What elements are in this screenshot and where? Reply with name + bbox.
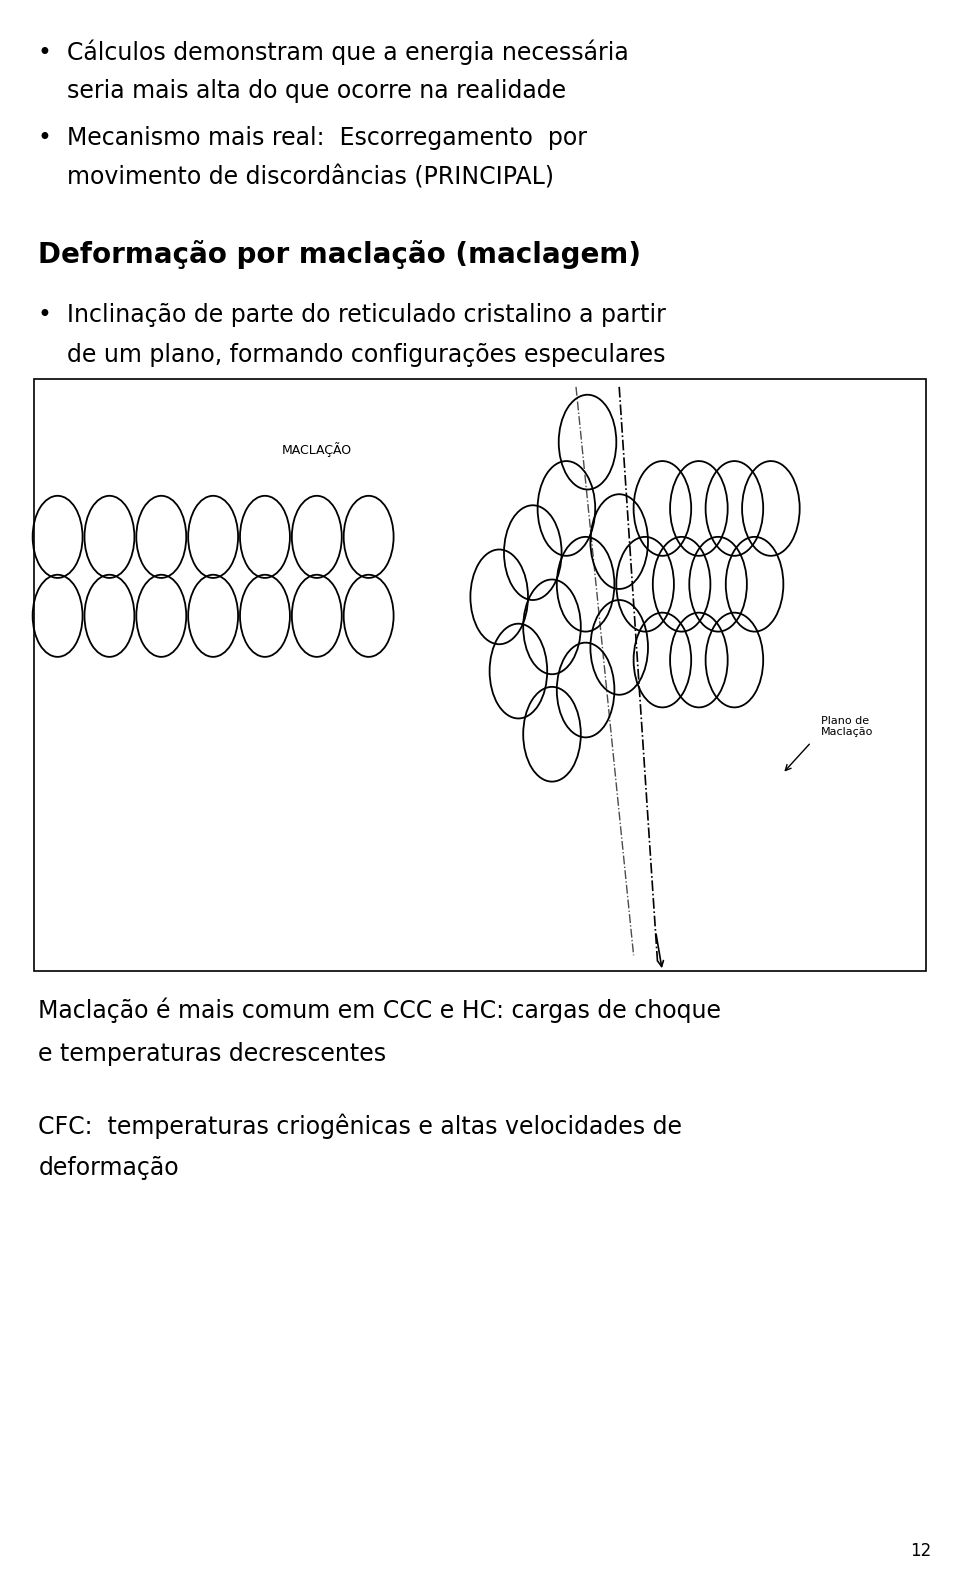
- Text: MACLAÇÃO: MACLAÇÃO: [281, 442, 352, 458]
- Text: •  Mecanismo mais real:  Escorregamento  por: • Mecanismo mais real: Escorregamento po…: [38, 126, 588, 150]
- Text: 12: 12: [910, 1543, 931, 1560]
- Bar: [34, 379, 926, 971]
- Text: Deformação por maclação (maclagem): Deformação por maclação (maclagem): [38, 240, 641, 268]
- Text: Plano de
Maclação: Plano de Maclação: [821, 715, 874, 737]
- Text: •  Inclinação de parte do reticulado cristalino a partir: • Inclinação de parte do reticulado cris…: [38, 303, 666, 327]
- Text: seria mais alta do que ocorre na realidade: seria mais alta do que ocorre na realida…: [67, 79, 566, 103]
- Text: e temperaturas decrescentes: e temperaturas decrescentes: [38, 1042, 387, 1066]
- Text: •  Cálculos demonstram que a energia necessária: • Cálculos demonstram que a energia nece…: [38, 39, 629, 65]
- Text: deformação: deformação: [38, 1156, 179, 1180]
- Text: movimento de discordâncias (PRINCIPAL): movimento de discordâncias (PRINCIPAL): [67, 166, 554, 189]
- Text: Maclação é mais comum em CCC e HC: cargas de choque: Maclação é mais comum em CCC e HC: carga…: [38, 998, 721, 1023]
- Text: CFC:  temperaturas criogênicas e altas velocidades de: CFC: temperaturas criogênicas e altas ve…: [38, 1113, 683, 1138]
- Text: de um plano, formando configurações especulares: de um plano, formando configurações espe…: [67, 343, 665, 366]
